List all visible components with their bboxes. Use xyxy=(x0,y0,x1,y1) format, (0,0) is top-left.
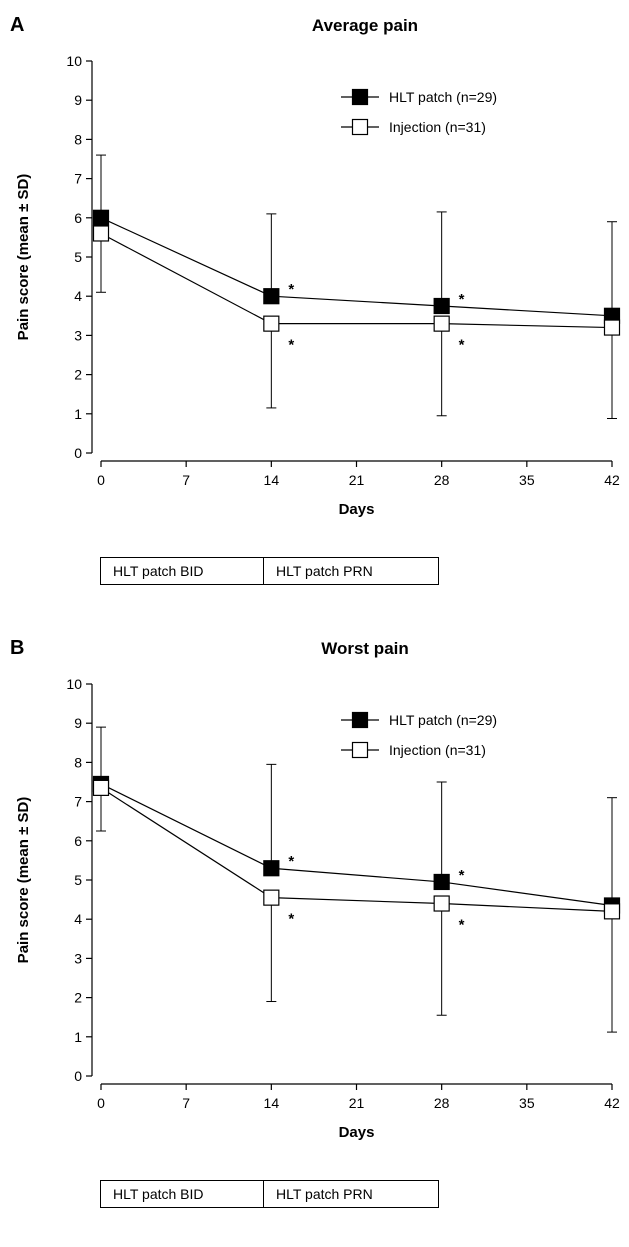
y-tick-label: 6 xyxy=(74,833,82,849)
phase-cell-bid: HLT patch BID xyxy=(100,557,264,585)
open-square-marker xyxy=(603,903,621,920)
series-line xyxy=(100,217,613,317)
y-axis-label: Pain score (mean ± SD) xyxy=(15,174,32,341)
y-tick-label: 10 xyxy=(66,676,82,692)
significance-asterisk: * xyxy=(288,281,294,298)
phase-cell-prn: HLT patch PRN xyxy=(263,1180,439,1208)
open-square-marker xyxy=(92,225,110,242)
y-tick-label: 3 xyxy=(74,327,82,343)
open-square-marker xyxy=(433,895,450,912)
x-axis-label: Days xyxy=(339,501,375,518)
series-line xyxy=(100,783,613,907)
series-line xyxy=(100,787,613,912)
filled-square-marker xyxy=(263,288,280,305)
y-tick-label: 8 xyxy=(74,754,82,770)
y-tick-label: 9 xyxy=(74,715,82,731)
y-tick-label: 6 xyxy=(74,210,82,226)
chart-panel-b: B Worst pain 0 1 2 3 4 5 6 7 8 9 10 0 7 14 21 28 35 42 Day… xyxy=(0,623,629,1243)
open-square-marker xyxy=(263,889,280,906)
open-square-marker xyxy=(92,779,110,796)
y-tick-label: 5 xyxy=(74,872,82,888)
significance-asterisk: * xyxy=(459,291,465,308)
legend-label: HLT patch (n=29) xyxy=(389,89,497,105)
series-line xyxy=(100,232,613,329)
panel-letter: A xyxy=(10,14,25,36)
x-tick-label: 7 xyxy=(182,1095,190,1111)
y-tick-label: 1 xyxy=(74,406,82,422)
y-tick-label: 7 xyxy=(74,794,82,810)
x-tick-label: 7 xyxy=(182,472,190,488)
y-tick-label: 4 xyxy=(74,911,82,927)
filled-square-marker xyxy=(433,873,450,891)
filled-square-marker xyxy=(92,209,110,226)
significance-asterisk: * xyxy=(459,917,465,934)
y-tick-label: 5 xyxy=(74,249,82,265)
x-tick-label: 28 xyxy=(434,472,450,488)
x-tick-label: 42 xyxy=(604,1095,620,1111)
chart-title: Worst pain xyxy=(321,639,409,658)
phase-cell-bid: HLT patch BID xyxy=(100,1180,264,1208)
filled-square-marker xyxy=(263,860,280,877)
legend-label: Injection (n=31) xyxy=(389,742,486,758)
y-tick-label: 9 xyxy=(74,92,82,108)
x-axis-label: Days xyxy=(339,1124,375,1141)
chart-panel-a: A Average pain 0 1 2 3 4 5 6 7 8 9 10 0 7 14 21 28 35 42 D… xyxy=(0,0,629,620)
x-tick-label: 42 xyxy=(604,472,620,488)
open-square-marker xyxy=(603,319,621,336)
legend-marker xyxy=(351,741,369,759)
legend-label: Injection (n=31) xyxy=(389,119,486,135)
x-tick-label: 21 xyxy=(349,472,365,488)
phase-table: HLT patch BID HLT patch PRN xyxy=(100,557,439,585)
y-tick-label: 1 xyxy=(74,1029,82,1045)
open-square-marker xyxy=(263,315,280,332)
chart-title: Average pain xyxy=(311,16,419,35)
y-tick-label: 2 xyxy=(74,367,82,383)
x-tick-label: 28 xyxy=(434,1095,450,1111)
y-tick-label: 10 xyxy=(66,53,82,69)
y-tick-label: 0 xyxy=(74,1068,82,1084)
legend-marker xyxy=(351,118,369,136)
chart-plot: 0 1 2 3 4 5 6 7 8 9 10 0 7 14 21 28 35 42 Days Pain score (… xyxy=(15,53,621,518)
y-tick-label: 0 xyxy=(74,445,82,461)
y-tick-label: 8 xyxy=(74,131,82,147)
significance-asterisk: * xyxy=(459,337,465,354)
significance-asterisk: * xyxy=(288,337,294,354)
y-tick-label: 4 xyxy=(74,288,82,304)
x-tick-label: 35 xyxy=(519,472,535,488)
legend-marker xyxy=(351,711,369,729)
chart-plot: 0 1 2 3 4 5 6 7 8 9 10 0 7 14 21 28 35 42 Days Pain score (… xyxy=(15,676,621,1141)
y-tick-label: 2 xyxy=(74,990,82,1006)
legend-marker xyxy=(351,88,369,106)
x-tick-label: 0 xyxy=(97,472,105,488)
panel-letter: B xyxy=(10,637,25,659)
y-axis-label: Pain score (mean ± SD) xyxy=(15,797,32,964)
y-tick-label: 3 xyxy=(74,950,82,966)
x-tick-label: 35 xyxy=(519,1095,535,1111)
x-tick-label: 14 xyxy=(264,472,280,488)
significance-asterisk: * xyxy=(288,853,294,870)
x-tick-label: 14 xyxy=(264,1095,280,1111)
open-square-marker xyxy=(433,315,450,332)
legend-label: HLT patch (n=29) xyxy=(389,712,497,728)
significance-asterisk: * xyxy=(459,867,465,884)
y-tick-label: 7 xyxy=(74,171,82,187)
x-tick-label: 21 xyxy=(349,1095,365,1111)
x-tick-label: 0 xyxy=(97,1095,105,1111)
phase-cell-prn: HLT patch PRN xyxy=(263,557,439,585)
filled-square-marker xyxy=(433,297,450,315)
phase-table: HLT patch BID HLT patch PRN xyxy=(100,1180,439,1208)
significance-asterisk: * xyxy=(288,911,294,928)
